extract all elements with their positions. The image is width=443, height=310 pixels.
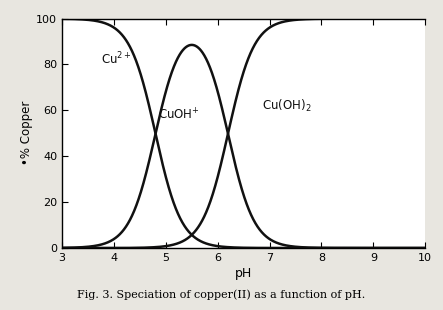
Text: Cu(OH)$_2$: Cu(OH)$_2$ bbox=[262, 98, 311, 114]
Text: Fig. 3. Speciation of copper(II) as a function of pH.: Fig. 3. Speciation of copper(II) as a fu… bbox=[78, 289, 365, 299]
Text: CuOH$^{+}$: CuOH$^{+}$ bbox=[158, 107, 200, 122]
X-axis label: pH: pH bbox=[235, 267, 252, 280]
Y-axis label: •% Copper: •% Copper bbox=[20, 101, 33, 166]
Text: Cu$^{2+}$: Cu$^{2+}$ bbox=[101, 51, 132, 68]
